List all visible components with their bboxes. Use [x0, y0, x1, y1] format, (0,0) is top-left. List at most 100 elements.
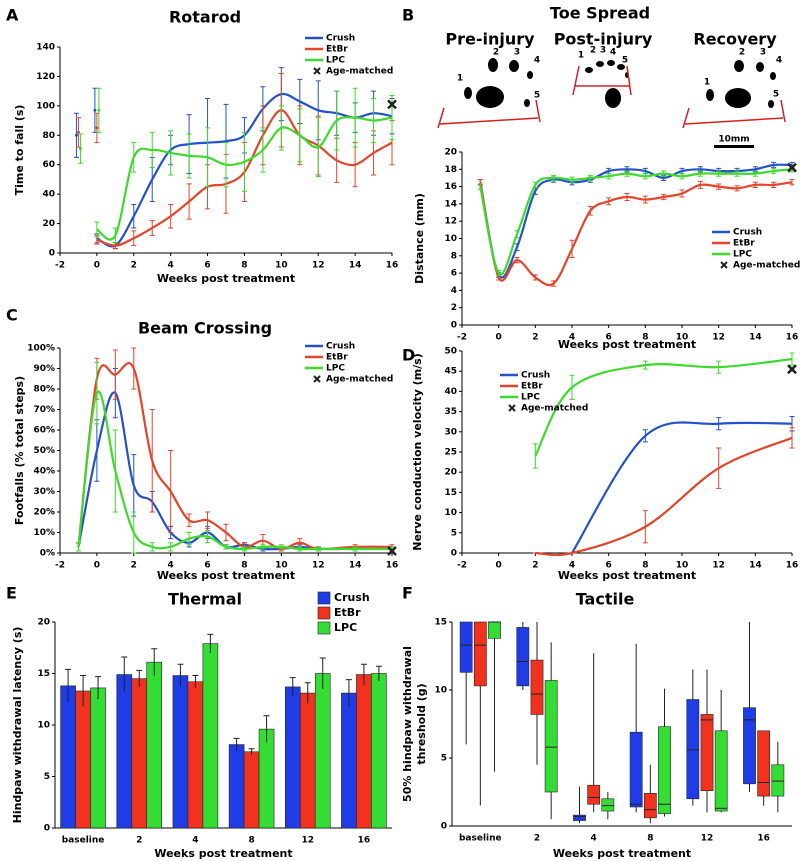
age-matched-marker — [387, 546, 397, 556]
error-bar — [131, 203, 137, 229]
y-tick-label: 80% — [33, 385, 55, 395]
x-axis-label: Weeks post treatment — [157, 569, 295, 582]
error-bar — [149, 542, 155, 552]
y-tick-label: 10 — [37, 721, 50, 731]
error-bar — [186, 532, 192, 546]
x-tick-label: 2 — [136, 836, 142, 846]
paw-print — [770, 72, 776, 80]
paw-print — [509, 60, 519, 72]
x-tick-label: 10 — [676, 333, 689, 343]
error-bar — [496, 270, 502, 277]
y-axis-label: 50% hindpaw withdrawal — [401, 646, 414, 802]
digit-label: 4 — [534, 56, 540, 66]
paw-print — [768, 100, 774, 108]
x-axis-label: Weeks post treatment — [154, 847, 292, 860]
error-bar — [207, 633, 214, 653]
x-tick-label: 6 — [204, 561, 210, 571]
x-tick-label: 2 — [532, 561, 538, 571]
x-tick-label: 14 — [349, 261, 362, 271]
x-tick-label: 8 — [241, 561, 247, 571]
pre-point — [76, 130, 80, 134]
y-axis-label: Hindpaw withdrawal latency (s) — [11, 627, 24, 824]
error-bar — [514, 230, 520, 239]
error-bar — [131, 511, 137, 554]
pre-point — [78, 147, 82, 151]
box — [700, 714, 714, 791]
error-bar — [569, 239, 575, 259]
legend-label: EtBr — [733, 239, 755, 249]
error-bar — [716, 447, 722, 489]
error-bar — [661, 193, 667, 201]
error-bar — [771, 181, 777, 188]
error-bar — [697, 180, 703, 189]
legend-swatch — [317, 606, 331, 620]
digit-label: 2 — [590, 46, 596, 56]
error-bar — [551, 280, 557, 287]
error-bar — [263, 715, 270, 743]
error-bar — [304, 682, 311, 704]
error-bar — [315, 546, 321, 552]
error-bar — [260, 544, 266, 550]
box — [629, 731, 643, 808]
digit-label: 1 — [457, 74, 463, 84]
x-tick-label: -2 — [457, 561, 467, 571]
box — [516, 627, 530, 687]
box — [686, 699, 700, 800]
error-bar — [334, 90, 340, 151]
x-tick-label: 16 — [786, 333, 799, 343]
error-bar — [624, 170, 630, 177]
x-axis-label: Weeks post treatment — [157, 272, 295, 285]
x-tick-label: baseline — [459, 834, 502, 844]
y-tick-label: 10 — [444, 234, 457, 244]
paw-print — [725, 88, 751, 108]
x-tick-label: 8 — [642, 333, 648, 343]
y-tick-label: 50% — [33, 446, 55, 456]
error-bar — [345, 679, 352, 707]
error-bar — [136, 669, 143, 687]
y-tick-label: 100 — [36, 101, 55, 111]
paw-print — [476, 86, 504, 108]
box — [488, 621, 501, 639]
y-axis-label: Distance (mm) — [413, 193, 426, 284]
y-tick-label: 90% — [33, 364, 55, 374]
paw-print — [585, 67, 593, 73]
error-bar — [716, 170, 722, 177]
spread-arrow — [572, 65, 632, 96]
x-tick-label: 8 — [647, 834, 653, 844]
image-label: Pre-injury — [445, 30, 535, 49]
error-bar — [177, 663, 184, 687]
error-bar — [697, 170, 703, 177]
legend-swatch — [317, 591, 331, 605]
x-tick-label: 14 — [349, 561, 362, 571]
box — [643, 793, 657, 819]
bar — [90, 687, 106, 829]
y-tick-label: 40% — [33, 467, 55, 477]
error-bar — [94, 361, 100, 425]
error-bar — [789, 427, 795, 449]
legend-label: LPC — [334, 621, 357, 634]
error-bar — [278, 105, 284, 151]
digit-label: 1 — [704, 78, 710, 88]
error-bar — [734, 170, 740, 177]
error-bar — [131, 142, 137, 173]
box — [573, 814, 586, 821]
y-tick-label: 20 — [42, 219, 55, 229]
scale-bar — [714, 145, 754, 148]
error-bar — [532, 181, 538, 188]
x-tick-label: 14 — [749, 333, 762, 343]
digit-label: 3 — [760, 48, 766, 58]
x-tick-label: -2 — [457, 333, 467, 343]
error-bar — [587, 174, 593, 182]
series-line — [479, 181, 793, 287]
y-tick-label: 18 — [444, 165, 457, 175]
error-bar — [642, 429, 648, 443]
y-tick-label: 5 — [44, 772, 50, 782]
x-tick-label: 8 — [642, 561, 648, 571]
x-tick-label: 8 — [241, 261, 247, 271]
legend-label: Crush — [326, 342, 355, 352]
error-bar — [642, 510, 648, 544]
error-bar — [94, 221, 100, 238]
box — [771, 764, 785, 797]
x-tick-label: 16 — [358, 836, 371, 846]
x-tick-label: -2 — [55, 261, 65, 271]
